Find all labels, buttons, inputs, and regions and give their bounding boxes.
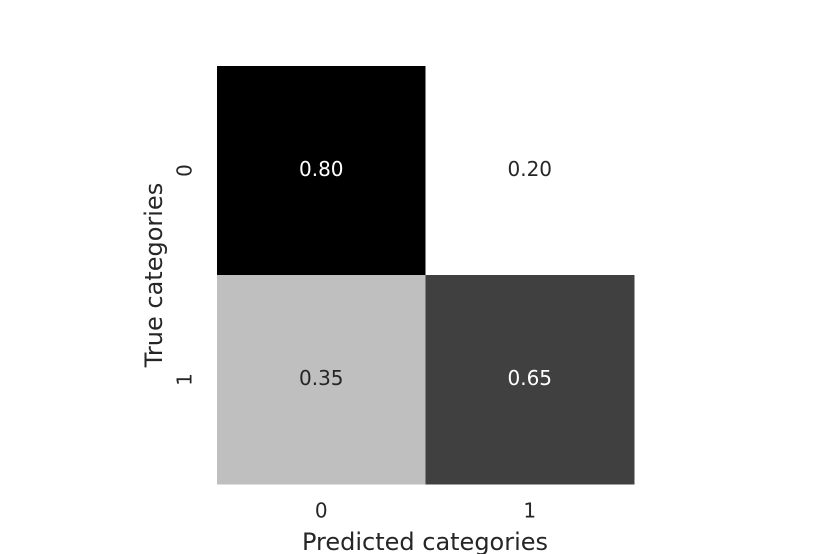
y-axis-title: True categories [140, 183, 168, 368]
y-tick-label: 1 [173, 373, 197, 386]
heatmap-cell [425, 66, 635, 276]
cell-value-label: 0.35 [299, 366, 344, 390]
heatmap-cell [217, 275, 426, 485]
y-tick-label: 0 [173, 164, 197, 177]
x-tick-label: 1 [523, 499, 536, 523]
x-tick-label: 0 [315, 499, 328, 523]
heatmap-cell [425, 275, 635, 485]
cell-value-label: 0.65 [507, 366, 552, 390]
cell-value-label: 0.20 [507, 157, 552, 181]
x-axis-title: Predicted categories [302, 528, 548, 554]
heatmap-cell [217, 66, 426, 276]
cell-value-label: 0.80 [299, 157, 344, 181]
